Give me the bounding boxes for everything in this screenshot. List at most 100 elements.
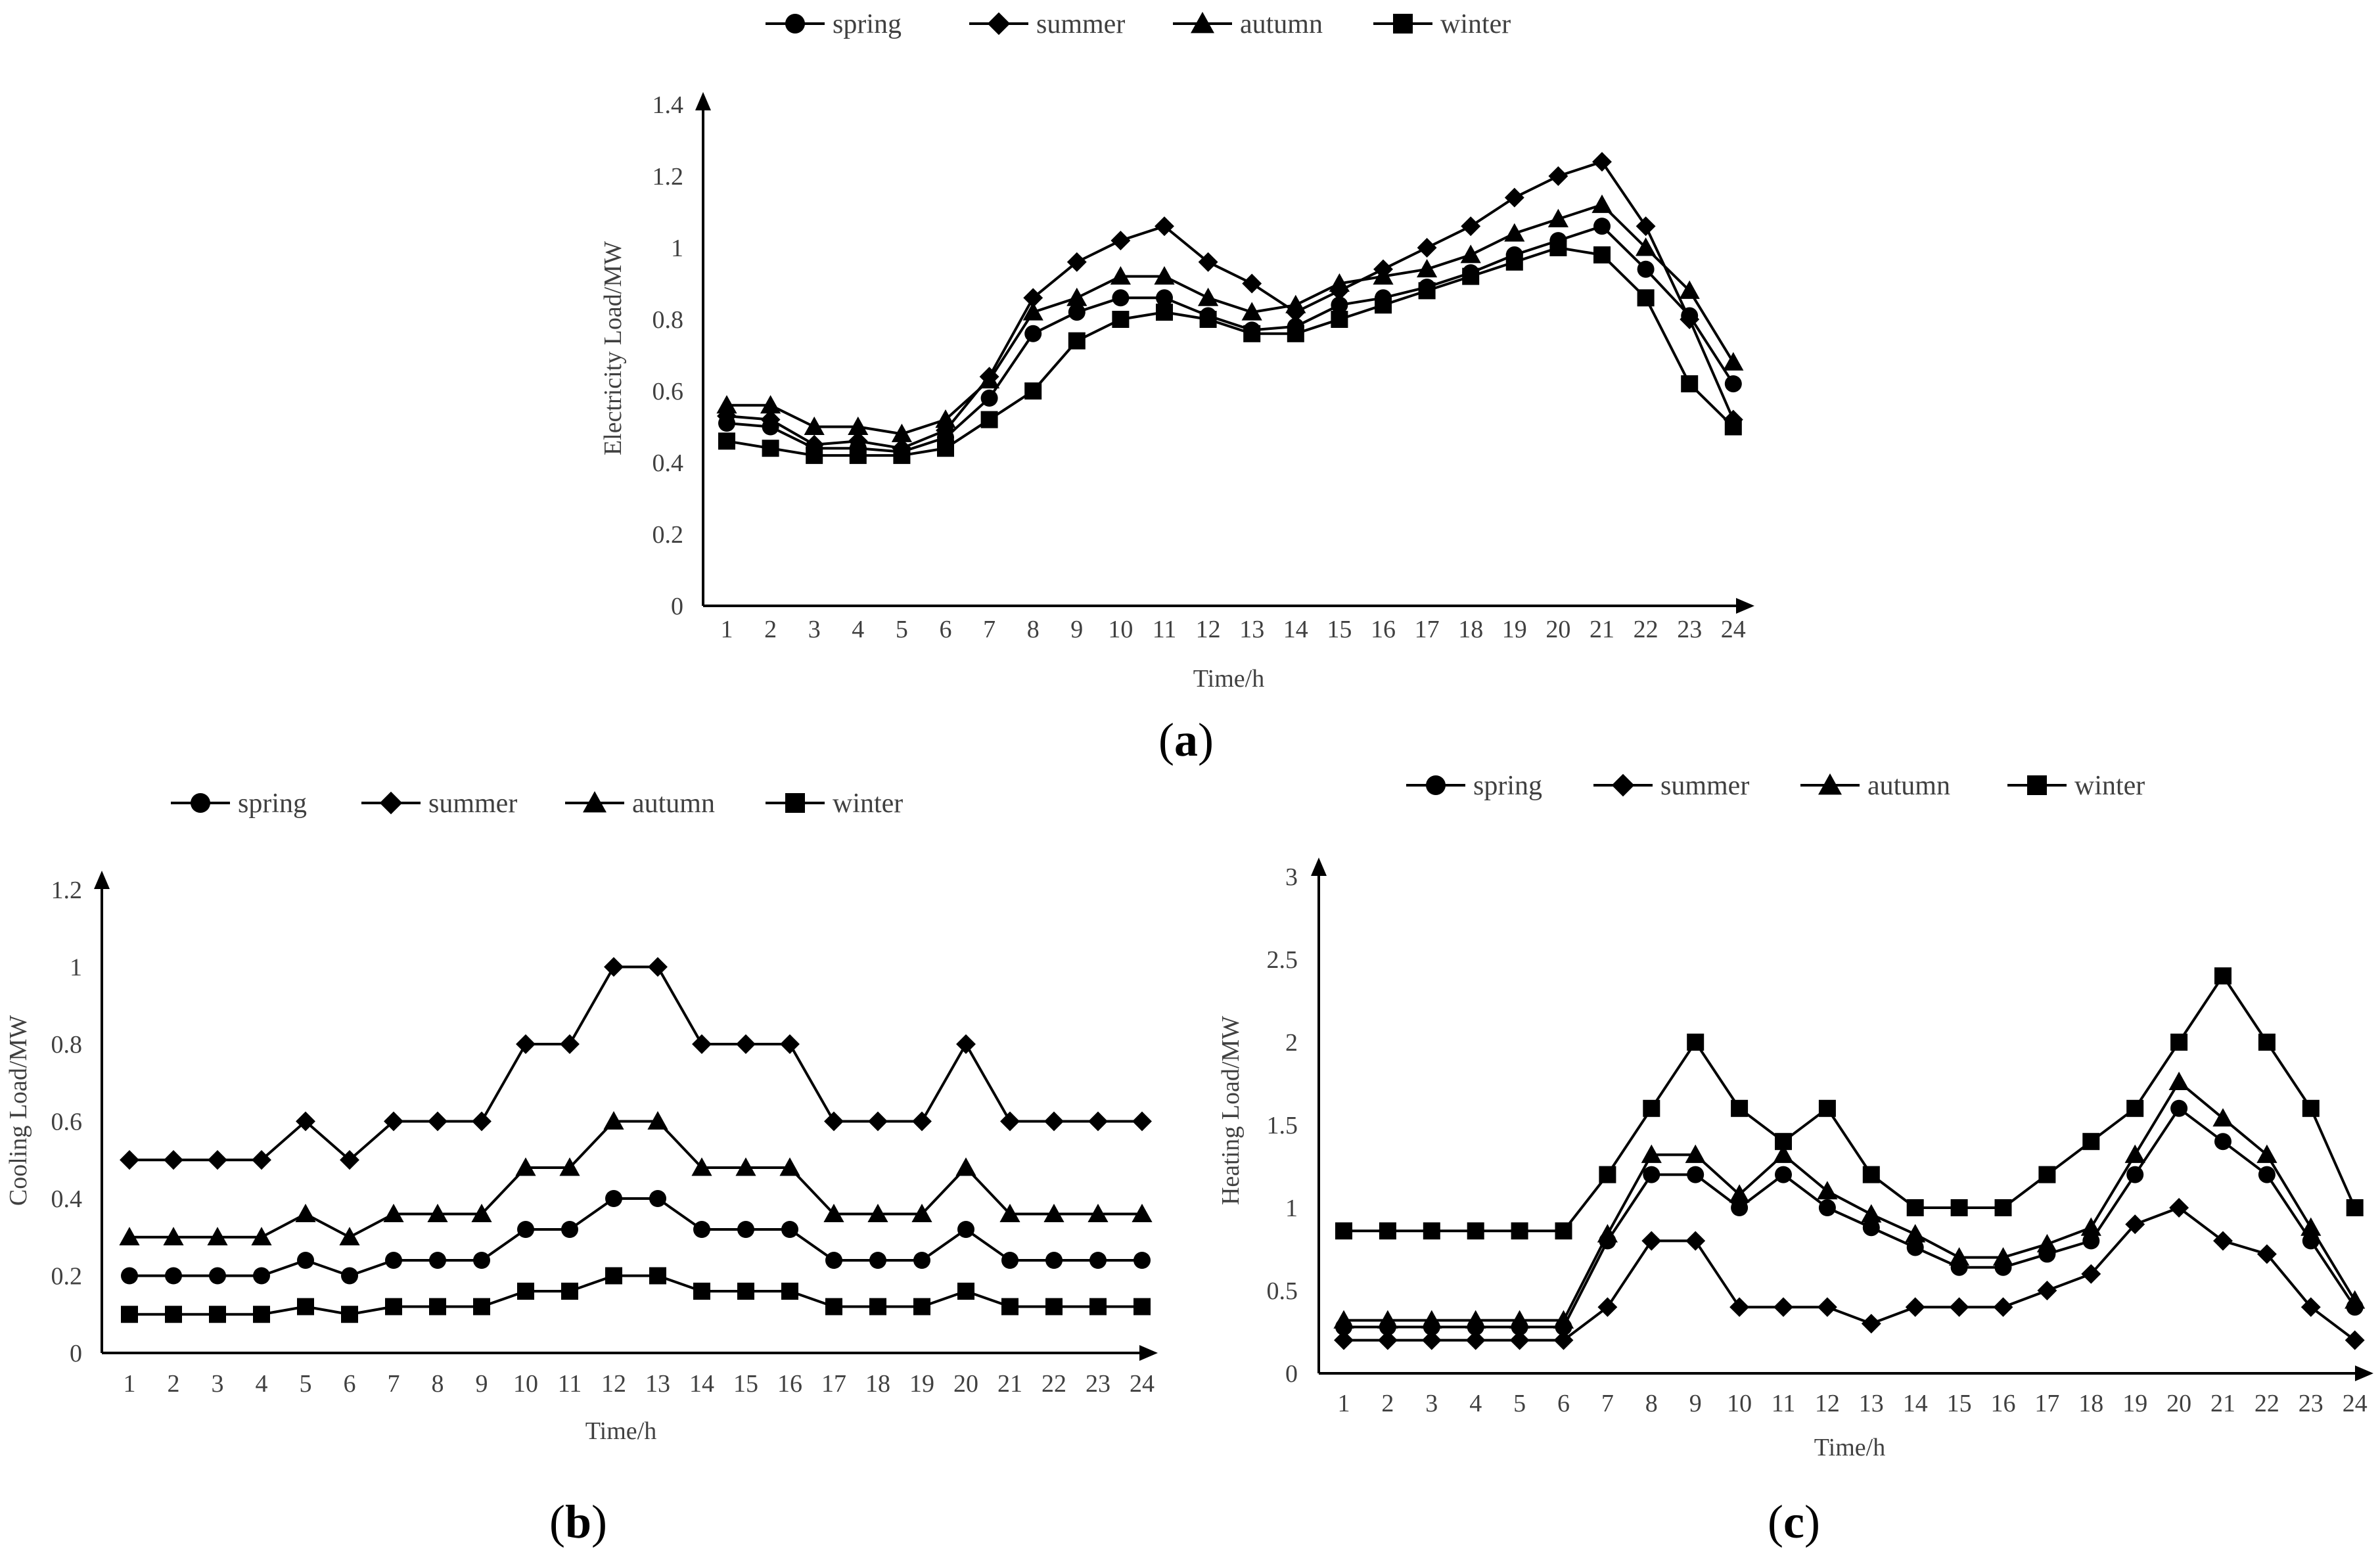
chart-a-winter-point bbox=[1375, 296, 1392, 314]
chart-c-summer-point bbox=[2125, 1214, 2145, 1235]
chart-a-legend-marker-summer bbox=[987, 12, 1011, 35]
chart-c-spring-point bbox=[2126, 1166, 2144, 1183]
chart-c-x-tick-label: 22 bbox=[2254, 1390, 2279, 1417]
chart-c-x-tick-label: 21 bbox=[2210, 1390, 2235, 1417]
chart-c-legend: spring summer autumn winter bbox=[1406, 771, 2145, 801]
chart-b-winter-point bbox=[165, 1306, 182, 1323]
chart-c-winter-point bbox=[1687, 1034, 1705, 1051]
panel-label-c: (c) bbox=[1768, 1496, 1820, 1548]
chart-c-x-axis-title: Time/h bbox=[1814, 1434, 1885, 1461]
chart-b-y-tick-label: 0.2 bbox=[51, 1263, 83, 1291]
chart-a-legend: spring summer autumn winter bbox=[766, 9, 1511, 39]
chart-a-autumn-point bbox=[1110, 266, 1131, 285]
chart-b-autumn-point bbox=[647, 1110, 668, 1130]
chart-b-autumn-point bbox=[559, 1157, 580, 1176]
chart-b-summer-point bbox=[428, 1111, 447, 1132]
chart-b-spring-point bbox=[1045, 1252, 1063, 1269]
chart-b-summer-point bbox=[1000, 1111, 1020, 1132]
chart-b-spring-point bbox=[429, 1252, 446, 1269]
chart-c-x-tick-label: 4 bbox=[1469, 1390, 1482, 1417]
chart-c-autumn-point bbox=[2300, 1217, 2322, 1236]
chart-c-y-tick-label: 2 bbox=[1285, 1029, 1298, 1057]
chart-b-x-tick-label: 23 bbox=[1086, 1370, 1110, 1398]
chart-b-x-tick-label: 1 bbox=[124, 1370, 136, 1398]
chart-c-legend-marker-autumn bbox=[1818, 773, 1842, 795]
chart-c-summer-point bbox=[1377, 1330, 1398, 1350]
chart-c-winter-point bbox=[2214, 967, 2231, 985]
chart-b-autumn-point bbox=[735, 1157, 756, 1176]
chart-b-spring-point bbox=[1133, 1252, 1151, 1269]
chart-b-autumn-point bbox=[295, 1203, 316, 1222]
chart-b-summer-point bbox=[384, 1111, 403, 1132]
chart-b-summer-point bbox=[780, 1034, 800, 1054]
chart-b-winter-point bbox=[1045, 1298, 1063, 1316]
chart-a-summer-point bbox=[717, 406, 737, 426]
chart-c-x-tick-label: 7 bbox=[1601, 1390, 1614, 1417]
chart-c-x-tick-labels: 1 2 3 4 5 6 7 8 9 10 11 12 13 14 15 16 17 18 19 20 21 22 23 24 bbox=[1338, 1390, 2368, 1417]
chart-c-y-axis-title: Heating Load/MW bbox=[1217, 1016, 1245, 1205]
chart-a-autumn-point bbox=[760, 395, 781, 414]
chart-b-autumn-point bbox=[163, 1227, 184, 1246]
chart-b-y-tick-label: 0 bbox=[70, 1340, 82, 1367]
chart-a-axes bbox=[695, 92, 1754, 614]
chart-a-spring-point bbox=[980, 389, 998, 407]
chart-b-autumn-point bbox=[955, 1157, 976, 1176]
chart-b-legend-marker-autumn bbox=[583, 791, 606, 813]
chart-c-winter-point bbox=[2170, 1034, 2188, 1051]
chart-c-series-spring bbox=[1335, 1099, 2364, 1336]
chart-c-summer-point bbox=[1861, 1314, 1881, 1334]
chart-a-autumn-point bbox=[716, 395, 737, 414]
chart-b-spring-point bbox=[165, 1267, 182, 1285]
chart-a-winter-point bbox=[1112, 311, 1130, 328]
chart-b-autumn-point bbox=[867, 1203, 888, 1222]
chart-c-summer-point bbox=[1421, 1330, 1442, 1350]
chart-c-autumn-point bbox=[2124, 1144, 2145, 1163]
chart-b-x-tick-label: 3 bbox=[212, 1370, 224, 1398]
chart-b-autumn-point bbox=[911, 1203, 932, 1222]
chart-a-x-tick-label: 23 bbox=[1677, 616, 1702, 643]
chart-b-winter-point bbox=[121, 1306, 138, 1323]
chart-c-winter-point bbox=[1950, 1199, 1968, 1216]
chart-a-y-tick-label: 1.4 bbox=[652, 91, 684, 119]
chart-c-x-tick-label: 20 bbox=[2166, 1390, 2191, 1417]
chart-b-summer-point bbox=[1044, 1111, 1064, 1132]
chart-b-legend-label-autumn: autumn bbox=[632, 789, 715, 819]
chart-b-winter-point bbox=[1001, 1298, 1018, 1316]
chart-c-winter-point bbox=[1379, 1222, 1396, 1240]
chart-a-series-autumn bbox=[716, 194, 1744, 442]
chart-a-summer-point bbox=[1242, 273, 1262, 294]
chart-a-summer-point bbox=[848, 431, 868, 451]
chart-a-y-tick-label: 0.2 bbox=[652, 521, 684, 549]
chart-b-summer-point bbox=[648, 957, 668, 977]
chart-c-autumn-point bbox=[2345, 1290, 2366, 1309]
chart-a-summer-point bbox=[1461, 216, 1481, 237]
chart-b-series-summer bbox=[120, 957, 1152, 1170]
chart-b-x-tick-label: 4 bbox=[256, 1370, 268, 1398]
chart-a-legend-label-winter: winter bbox=[1440, 9, 1511, 39]
chart-b-legend-item-winter: winter bbox=[766, 789, 903, 819]
chart-a-x-tick-label: 11 bbox=[1153, 616, 1177, 643]
chart-c-x-tick-label: 6 bbox=[1557, 1390, 1570, 1417]
chart-b-x-tick-label: 24 bbox=[1130, 1370, 1155, 1398]
chart-b-y-tick-label: 0.4 bbox=[51, 1185, 83, 1213]
chart-a-autumn-point bbox=[1417, 259, 1438, 278]
chart-b-summer-point bbox=[120, 1150, 139, 1170]
chart-b-summer-point bbox=[692, 1034, 712, 1054]
chart-b-winter-point bbox=[649, 1267, 666, 1285]
chart-a-winter-point bbox=[1331, 311, 1348, 328]
chart-b-autumn-point bbox=[1043, 1203, 1064, 1222]
chart-c-y-tick-labels: 0 0.5 1 1.5 2 2.5 3 bbox=[1267, 863, 1298, 1388]
chart-c-summer-point bbox=[1553, 1330, 1574, 1350]
chart-a-autumn-point bbox=[1022, 302, 1043, 321]
chart-b-x-tick-label: 8 bbox=[432, 1370, 444, 1398]
chart-a-autumn-point bbox=[935, 409, 956, 428]
chart-a-winter-point bbox=[718, 432, 735, 450]
chart-c-x-tick-label: 13 bbox=[1859, 1390, 1884, 1417]
chart-b-legend-marker-summer bbox=[379, 791, 403, 815]
chart-a-autumn-point bbox=[1198, 287, 1219, 306]
chart-c-autumn-line bbox=[1344, 1080, 2356, 1322]
chart-a-autumn-point bbox=[1636, 237, 1657, 256]
chart-c-legend-marker-summer bbox=[1611, 773, 1635, 797]
chart-c-summer-point bbox=[2256, 1244, 2277, 1264]
chart-a-summer-point bbox=[1504, 187, 1524, 208]
